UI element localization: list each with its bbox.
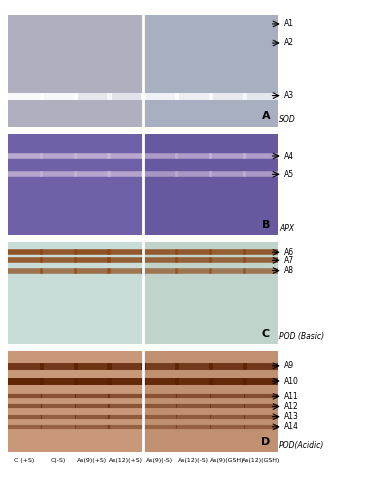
Text: A5: A5: [284, 170, 294, 179]
Text: As(12)(+S): As(12)(+S): [109, 458, 143, 464]
Text: POD(Acidic): POD(Acidic): [279, 441, 324, 450]
Text: A: A: [261, 112, 270, 122]
Text: C: C: [262, 329, 270, 339]
Text: SOD: SOD: [279, 116, 296, 124]
Text: D: D: [261, 437, 270, 447]
Text: A7: A7: [284, 256, 294, 265]
Bar: [8, 242, 143, 344]
Text: A2: A2: [284, 38, 294, 48]
Bar: [143, 350, 278, 452]
Text: A6: A6: [284, 248, 294, 257]
Text: A9: A9: [284, 362, 294, 370]
Bar: [143, 134, 278, 236]
Text: As(9)(-S): As(9)(-S): [146, 458, 173, 464]
Text: As(9)(GSH): As(9)(GSH): [210, 458, 245, 464]
Text: C(-S): C(-S): [51, 458, 66, 464]
Text: A14: A14: [284, 422, 299, 432]
Text: As(12)(-S): As(12)(-S): [178, 458, 209, 464]
Bar: [143, 242, 278, 344]
Text: A8: A8: [284, 266, 294, 275]
Text: B: B: [262, 220, 270, 230]
Bar: [8, 15, 143, 127]
Bar: [8, 134, 143, 236]
Bar: [143, 15, 278, 127]
Text: A1: A1: [284, 20, 294, 28]
Text: A10: A10: [284, 376, 299, 386]
Text: As(9)(+S): As(9)(+S): [77, 458, 107, 464]
Text: A11: A11: [284, 392, 299, 401]
Text: A13: A13: [284, 412, 299, 421]
Text: As(12)(GSH): As(12)(GSH): [242, 458, 280, 464]
Text: C (+S): C (+S): [14, 458, 35, 464]
Text: A3: A3: [284, 91, 294, 100]
Text: A12: A12: [284, 402, 299, 411]
Text: POD (Basic): POD (Basic): [279, 332, 324, 342]
Text: A4: A4: [284, 152, 294, 160]
Text: APX: APX: [279, 224, 294, 233]
Bar: [8, 350, 143, 452]
